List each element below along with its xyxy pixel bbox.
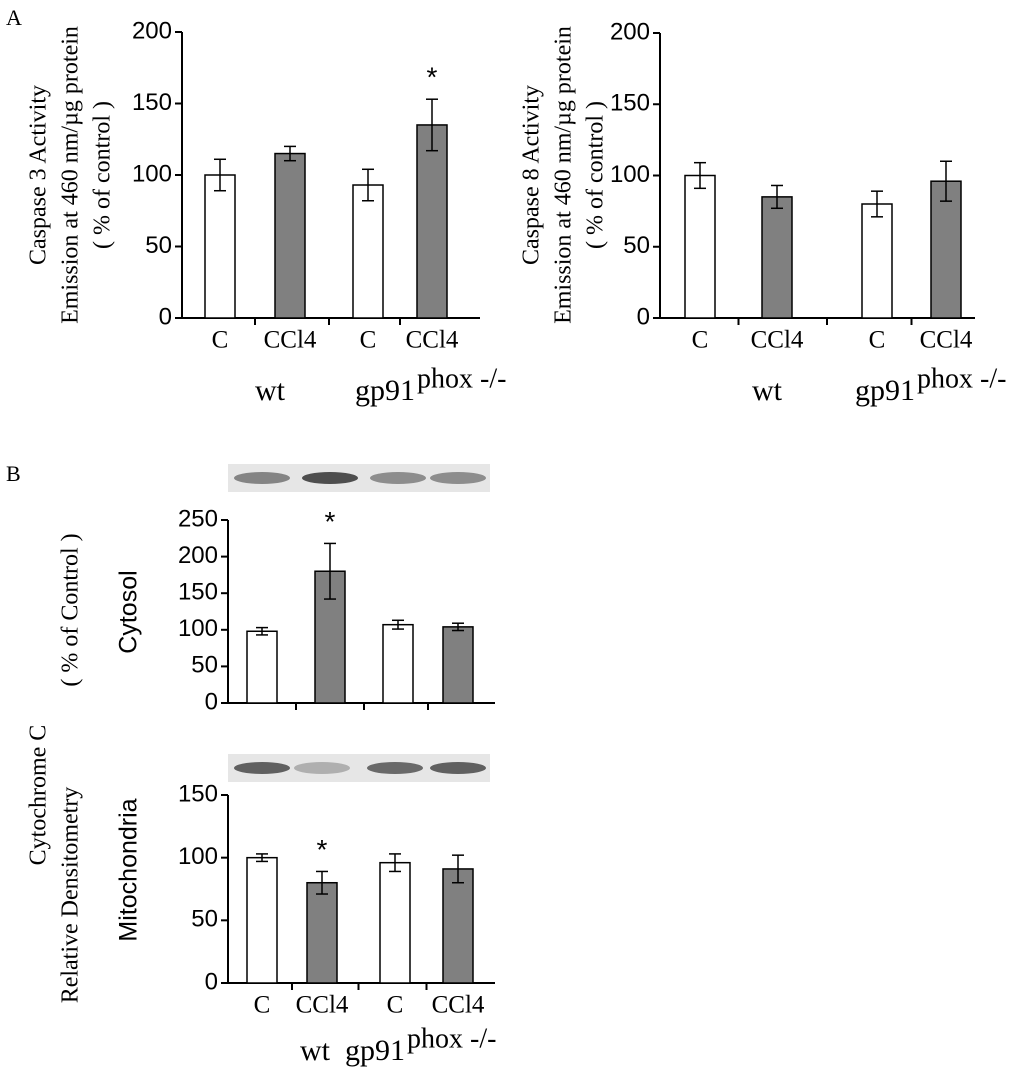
y-tick-label: 50 [145, 232, 172, 259]
bar [246, 630, 278, 704]
x-tick-label: C [692, 327, 709, 354]
error-bar [362, 168, 374, 202]
y-axis-label: Relative Densitometry [58, 787, 84, 1004]
error-bar [214, 158, 226, 192]
x-tick-label: C [869, 327, 886, 354]
error-bar [316, 870, 328, 895]
y-axis-label: ( % of Control ) [58, 533, 84, 686]
group-superscript: phox -/- [407, 1023, 496, 1054]
error-bar [256, 853, 268, 863]
error-bar [940, 160, 952, 202]
bar [861, 203, 893, 319]
bar [684, 174, 716, 319]
blot-band [367, 762, 423, 774]
y-tick-label: 50 [623, 232, 650, 259]
group-superscript: phox -/- [917, 363, 1006, 394]
group-superscript: phox -/- [417, 363, 506, 394]
blot-band [302, 472, 358, 484]
error-bar [452, 622, 464, 632]
y-axis-label: Emission at 460 nm/µg protein [551, 26, 577, 324]
y-tick-label: 0 [205, 688, 218, 715]
x-tick-label: C [254, 992, 271, 1019]
group-label: gp91 [345, 1034, 405, 1067]
bar [306, 881, 338, 984]
x-tick-label: CCl4 [406, 327, 459, 354]
y-tick-label: 100 [178, 615, 218, 642]
blot-band [294, 762, 350, 774]
y-tick-label: 150 [610, 90, 650, 117]
panel-label: B [6, 461, 21, 486]
y-axis-label: Caspase 3 Activity [26, 85, 52, 265]
error-bar [256, 626, 268, 636]
y-tick-label: 0 [637, 303, 650, 330]
y-tick-label: 100 [178, 843, 218, 870]
blot-band [430, 472, 486, 484]
blot-band [370, 472, 426, 484]
x-tick-label: C [360, 327, 377, 354]
y-axis-label: Emission at 460 nm/µg protein [58, 26, 84, 324]
y-tick-label: 150 [178, 780, 218, 807]
bar [246, 856, 278, 984]
x-tick-label: C [387, 992, 404, 1019]
y-tick-label: 100 [610, 161, 650, 188]
bar [379, 861, 411, 984]
error-bar [392, 619, 404, 630]
blot-band [234, 472, 290, 484]
y-axis-label: ( % of control ) [583, 101, 609, 249]
bar [761, 196, 793, 319]
panel-label: A [6, 5, 22, 30]
annotation: * [317, 834, 328, 865]
bar [204, 174, 236, 319]
annotation: * [325, 506, 336, 537]
x-tick-label: C [212, 327, 229, 354]
annotation: * [427, 62, 438, 93]
bar [274, 152, 306, 319]
blot-band [430, 762, 486, 774]
y-tick-label: 200 [132, 17, 172, 44]
y-tick-label: 50 [191, 906, 218, 933]
y-tick-label: 100 [132, 160, 172, 187]
x-tick-label: CCl4 [432, 992, 485, 1019]
y-axis-label: Caspase 8 Activity [519, 85, 545, 265]
y-tick-label: 50 [191, 652, 218, 679]
group-label: wt [255, 374, 286, 407]
y-tick-label: 250 [178, 505, 218, 532]
bar [442, 868, 474, 984]
bar [416, 124, 448, 319]
error-bar [871, 190, 883, 218]
y-axis-label: Mitochondria [115, 798, 143, 941]
bar [352, 184, 384, 319]
blot-band [234, 762, 290, 774]
group-label: wt [752, 374, 783, 407]
y-tick-label: 200 [610, 18, 650, 45]
error-bar [771, 184, 783, 210]
y-tick-label: 0 [205, 968, 218, 995]
x-tick-label: CCl4 [920, 327, 973, 354]
error-bar [426, 98, 438, 152]
error-bar [389, 853, 401, 873]
x-tick-label: CCl4 [264, 327, 317, 354]
group-label: gp91 [355, 374, 415, 407]
x-tick-label: CCl4 [296, 992, 349, 1019]
y-tick-label: 150 [178, 579, 218, 606]
error-bar [284, 145, 296, 162]
error-bar [452, 854, 464, 884]
error-bar [694, 161, 706, 190]
y-axis-label: Cytochrome C [26, 725, 52, 866]
y-tick-label: 0 [159, 303, 172, 330]
y-tick-label: 200 [178, 542, 218, 569]
y-axis-label: Cytosol [115, 570, 143, 653]
group-label: gp91 [855, 374, 915, 407]
y-tick-label: 150 [132, 89, 172, 116]
y-axis-label: ( % of control ) [90, 101, 116, 249]
bar [442, 626, 474, 704]
bar [382, 623, 414, 704]
group-label: wt [300, 1034, 331, 1067]
x-tick-label: CCl4 [751, 327, 804, 354]
error-bar [324, 542, 336, 600]
